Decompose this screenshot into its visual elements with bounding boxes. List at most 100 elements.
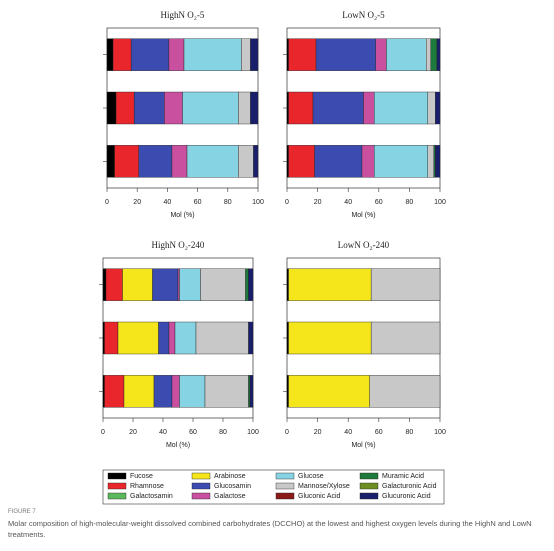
bar-segment — [123, 375, 155, 408]
legend-swatch — [191, 492, 211, 500]
x-tick-label: 60 — [194, 199, 202, 206]
bar-segment — [249, 375, 254, 408]
x-tick-label: 20 — [314, 429, 322, 436]
x-tick-label: 0 — [285, 429, 289, 436]
legend-box — [102, 469, 445, 505]
x-tick-label: 40 — [164, 199, 172, 206]
bar-segment — [171, 375, 180, 408]
figure-caption: Molar composition of high-molecular-weig… — [8, 519, 532, 539]
x-tick-label: 80 — [406, 429, 414, 436]
bar-segment — [102, 375, 105, 408]
legend-swatch — [359, 482, 379, 490]
x-tick-label: 100 — [434, 429, 446, 436]
bar-segment — [374, 91, 428, 125]
legend-swatch — [359, 492, 379, 500]
bar-segment — [130, 38, 170, 71]
chart-title: LowN O₂-240 — [338, 240, 390, 250]
legend-swatch — [275, 492, 295, 500]
x-axis-label: Mol (%) — [170, 212, 194, 219]
bar-segment — [117, 321, 159, 355]
legend-label: Galactose — [214, 493, 246, 500]
legend-label: Galactosamin — [130, 493, 173, 500]
bar-segment — [375, 38, 387, 71]
bar-segment — [286, 91, 289, 125]
bar-segment — [433, 145, 436, 178]
bar-segment — [106, 91, 117, 125]
bar-segment — [374, 145, 428, 178]
x-tick-label: 60 — [375, 199, 383, 206]
x-tick-label: 80 — [219, 429, 227, 436]
bar-segment — [248, 268, 254, 301]
bar-segment — [288, 375, 370, 408]
legend-swatch — [359, 472, 379, 480]
bar-segment — [314, 145, 363, 178]
bar-segment — [114, 145, 139, 178]
bar-segment — [315, 38, 376, 71]
bar-segment — [288, 91, 314, 125]
bar-segment — [435, 91, 441, 125]
bar-segment — [288, 321, 372, 355]
bar-segment — [238, 91, 251, 125]
bar-segment — [427, 91, 436, 125]
bar-segment — [104, 321, 119, 355]
bar-segment — [248, 321, 254, 355]
bar-segment — [186, 145, 239, 178]
bar-segment — [171, 145, 188, 178]
bar-segment — [250, 91, 259, 125]
bar-segment — [138, 145, 173, 178]
bar-segment — [153, 375, 173, 408]
legend-label: Muramic Acid — [382, 473, 424, 480]
legend-label: Rhamnose — [130, 483, 164, 490]
bar-segment — [102, 268, 107, 301]
x-tick-label: 0 — [285, 199, 289, 206]
bar-segment — [288, 145, 315, 178]
chart-title: HighN O₂-5 — [161, 10, 205, 20]
bar-segment — [115, 91, 135, 125]
bar-segment — [177, 268, 180, 301]
bar-segment — [168, 38, 185, 71]
bar-segment — [288, 268, 372, 301]
bar-segment — [183, 38, 242, 71]
legend-swatch — [275, 482, 295, 490]
legend-swatch — [191, 482, 211, 490]
x-tick-label: 100 — [247, 429, 259, 436]
bar-segment — [179, 375, 206, 408]
bar-segment — [436, 38, 441, 71]
bar-segment — [250, 38, 259, 71]
legend-label: Gluconic Acid — [298, 493, 341, 500]
bar-segment — [106, 145, 115, 178]
bar-segment — [245, 268, 249, 301]
x-tick-label: 20 — [129, 429, 137, 436]
bar-segment — [363, 91, 375, 125]
legend-label: Glucose — [298, 473, 324, 480]
legend-label: Glucuronic Acid — [382, 493, 431, 500]
bar-segment — [312, 91, 364, 125]
x-axis-label: Mol (%) — [351, 442, 375, 449]
legend-swatch — [275, 472, 295, 480]
bar-segment — [369, 375, 441, 408]
bar-segment — [195, 321, 249, 355]
figure-label: FIGURE 7 — [8, 509, 36, 515]
bar-segment — [112, 38, 132, 71]
figure: HighN O₂-5 Mol (%) 0 20 40 60 80 100 LowN O₂-5 Mo… — [99, 10, 446, 505]
x-tick-label: 20 — [133, 199, 141, 206]
bar-segment — [370, 321, 441, 355]
bar-segment — [286, 268, 289, 301]
bar-segment — [435, 145, 441, 178]
x-tick-label: 80 — [224, 199, 232, 206]
bar-segment — [106, 38, 114, 71]
bar-segment — [370, 268, 441, 301]
x-tick-label: 0 — [101, 429, 105, 436]
bar-segment — [105, 268, 123, 301]
bar-segment — [238, 145, 254, 178]
legend-swatch — [107, 472, 127, 480]
bar-segment — [426, 38, 432, 71]
legend-swatch — [107, 482, 127, 490]
bar-segment — [430, 38, 438, 71]
legend-label: Glucosamin — [214, 483, 251, 490]
bar-segment — [248, 375, 251, 408]
x-tick-label: 80 — [406, 199, 414, 206]
legend-swatch — [191, 472, 211, 480]
bar-segment — [179, 268, 201, 301]
bar-segment — [182, 91, 239, 125]
